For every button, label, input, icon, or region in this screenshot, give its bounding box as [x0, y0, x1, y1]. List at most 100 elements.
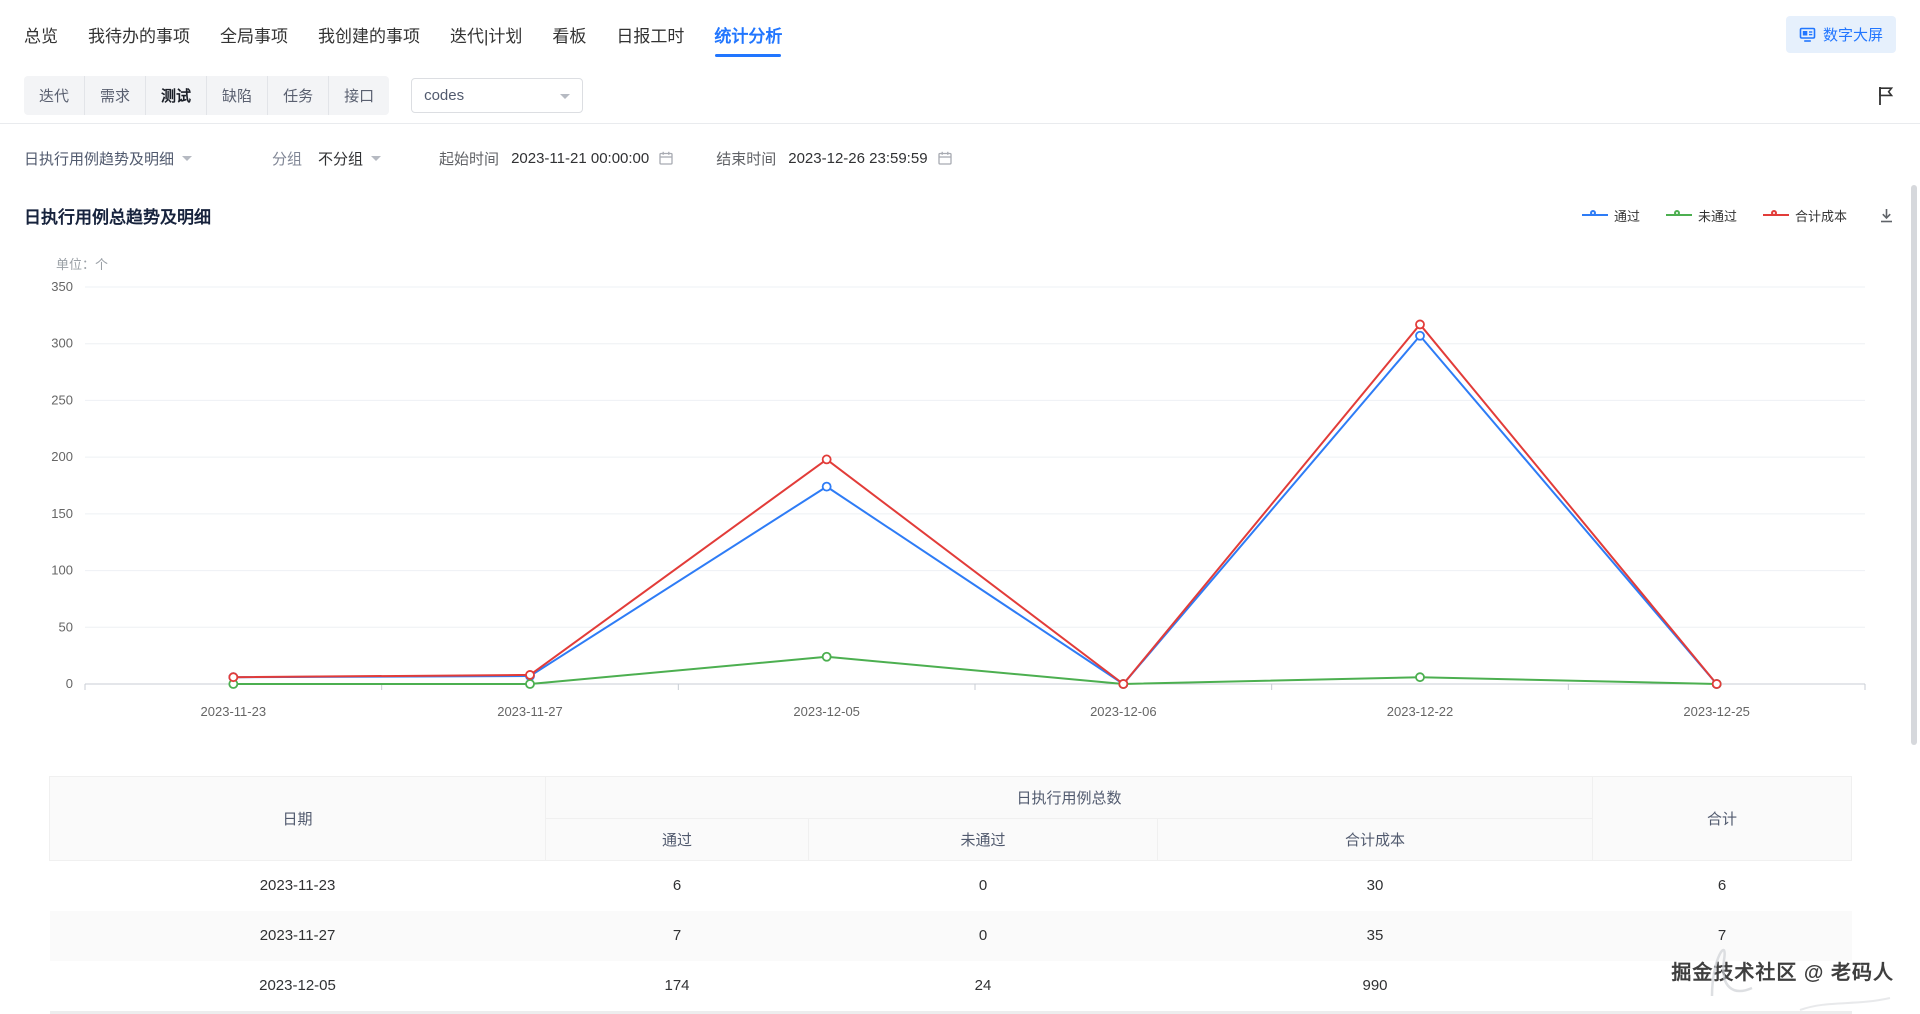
module-tab[interactable]: 接口	[329, 76, 389, 115]
module-tab[interactable]: 需求	[85, 76, 146, 115]
svg-text:200: 200	[51, 449, 73, 464]
col-header-cost: 合计成本	[1158, 819, 1593, 861]
data-table: 日期 日执行用例总数 合计 通过 未通过 合计成本 2023-11-236030…	[49, 776, 1852, 1014]
project-select[interactable]: codes	[411, 78, 583, 113]
svg-text:2023-12-22: 2023-12-22	[1387, 704, 1454, 719]
svg-text:2023-12-25: 2023-12-25	[1683, 704, 1750, 719]
col-header-total: 合计	[1593, 777, 1852, 861]
table-cell: 174	[546, 961, 809, 1011]
legend-item[interactable]: 未通过	[1666, 206, 1737, 225]
filter-bar: 日执行用例趋势及明细 分组 不分组 起始时间 2023-11-21 00:00:…	[0, 138, 1920, 178]
col-header-date: 日期	[50, 777, 546, 861]
top-nav-item-5[interactable]: 迭代|计划	[450, 0, 522, 68]
group-select[interactable]: 不分组	[318, 148, 381, 169]
table-row-partial	[50, 1011, 1852, 1014]
module-tabs: 迭代需求测试缺陷任务接口	[24, 76, 389, 115]
legend-marker-icon	[1666, 209, 1692, 221]
group-select-value: 不分组	[318, 148, 363, 169]
project-select-value: codes	[424, 87, 464, 104]
start-time-label: 起始时间	[439, 148, 499, 169]
table-cell: 6	[546, 861, 809, 911]
svg-text:300: 300	[51, 336, 73, 351]
module-tab[interactable]: 任务	[268, 76, 329, 115]
module-tab[interactable]: 测试	[146, 76, 207, 115]
module-toolbar: 迭代需求测试缺陷任务接口 codes	[0, 68, 1920, 124]
start-time-input[interactable]: 2023-11-21 00:00:00	[511, 150, 674, 167]
calendar-icon	[658, 150, 674, 166]
table-header: 日期 日执行用例总数 合计 通过 未通过 合计成本	[50, 777, 1852, 861]
flag-icon	[1876, 85, 1896, 107]
digital-screen-button[interactable]: 数字大屏	[1786, 16, 1896, 53]
legend-marker-icon	[1763, 209, 1789, 221]
calendar-icon	[937, 150, 953, 166]
line-chart: 0 50 100 150 200 250 300 350 2023-11-23 2023-11-2…	[0, 238, 1920, 768]
table-cell: 7	[1593, 911, 1852, 961]
svg-text:2023-11-23: 2023-11-23	[201, 704, 267, 719]
table-cell: 35	[1158, 911, 1593, 961]
svg-text:2023-12-06: 2023-12-06	[1090, 704, 1157, 719]
svg-text:50: 50	[59, 619, 73, 634]
chart-legend: 通过 未通过 合计成本	[1582, 206, 1847, 225]
top-nav-item-2[interactable]: 我待办的事项	[88, 0, 190, 68]
legend-item[interactable]: 通过	[1582, 206, 1640, 225]
table-row: 2023-12-0517424990	[50, 961, 1852, 1011]
table-cell: 6	[1593, 861, 1852, 911]
table-cell	[1593, 961, 1852, 1011]
group-label: 分组	[272, 148, 302, 169]
module-tab[interactable]: 迭代	[24, 76, 85, 115]
top-nav: 总览我待办的事项全局事项我创建的事项迭代|计划看板日报工时统计分析 数字大屏	[0, 0, 1920, 68]
table-row: 2023-11-2770357	[50, 911, 1852, 961]
top-nav-item-4[interactable]: 我创建的事项	[318, 0, 420, 68]
table-cell: 2023-11-23	[50, 861, 546, 911]
table-cell: 24	[809, 961, 1158, 1011]
chart-header: 日执行用例总趋势及明细 通过 未通过 合计成本	[0, 200, 1920, 230]
table-cell: 30	[1158, 861, 1593, 911]
table-row: 2023-11-2360306	[50, 861, 1852, 911]
top-nav-item-8[interactable]: 统计分析	[714, 0, 782, 68]
col-header-group: 日执行用例总数	[546, 777, 1593, 819]
end-time-input[interactable]: 2023-12-26 23:59:59	[788, 150, 952, 167]
legend-label: 通过	[1614, 206, 1640, 225]
table-cell: 2023-12-05	[50, 961, 546, 1011]
vertical-scrollbar[interactable]	[1911, 185, 1917, 745]
legend-item[interactable]: 合计成本	[1763, 206, 1847, 225]
chevron-down-icon	[560, 94, 570, 104]
table-cell: 0	[809, 861, 1158, 911]
download-icon	[1877, 206, 1896, 225]
digital-screen-label: 数字大屏	[1823, 24, 1883, 45]
legend-label: 未通过	[1698, 206, 1737, 225]
top-nav-item-3[interactable]: 全局事项	[220, 0, 288, 68]
flag-button[interactable]	[1876, 85, 1896, 107]
top-nav-item-1[interactable]: 总览	[24, 0, 58, 68]
download-button[interactable]	[1877, 206, 1896, 225]
chart-title: 日执行用例总趋势及明细	[24, 203, 211, 228]
statistics-analysis-page: 总览我待办的事项全局事项我创建的事项迭代|计划看板日报工时统计分析 数字大屏 迭…	[0, 0, 1920, 1014]
report-type-select[interactable]: 日执行用例趋势及明细	[24, 148, 192, 169]
table-cell: 990	[1158, 961, 1593, 1011]
end-time-label: 结束时间	[716, 148, 776, 169]
end-time-value: 2023-12-26 23:59:59	[788, 150, 927, 167]
svg-text:2023-11-27: 2023-11-27	[497, 704, 563, 719]
svg-text:250: 250	[51, 392, 73, 407]
svg-text:100: 100	[51, 563, 73, 578]
top-nav-item-6[interactable]: 看板	[552, 0, 586, 68]
legend-label: 合计成本	[1795, 206, 1847, 225]
chart-canvas: 单位：个 0 50 100 150 200 250 300 350 2023-11-23 2023…	[0, 238, 1920, 768]
start-time-value: 2023-11-21 00:00:00	[511, 150, 649, 167]
table-body: 2023-11-23603062023-11-27703572023-12-05…	[50, 861, 1852, 1014]
top-nav-item-7[interactable]: 日报工时	[616, 0, 684, 68]
chevron-down-icon	[182, 156, 192, 166]
report-type-value: 日执行用例趋势及明细	[24, 148, 174, 169]
svg-text:150: 150	[51, 506, 73, 521]
monitor-icon	[1799, 26, 1816, 43]
svg-text:350: 350	[51, 279, 73, 294]
chevron-down-icon	[371, 156, 381, 166]
module-tab[interactable]: 缺陷	[207, 76, 268, 115]
svg-text:0: 0	[66, 676, 73, 691]
unit-label: 单位：个	[56, 254, 108, 273]
legend-marker-icon	[1582, 209, 1608, 221]
table-cell: 2023-11-27	[50, 911, 546, 961]
table-cell: 0	[809, 911, 1158, 961]
top-nav-items: 总览我待办的事项全局事项我创建的事项迭代|计划看板日报工时统计分析	[24, 0, 782, 68]
col-header-pass: 通过	[546, 819, 809, 861]
